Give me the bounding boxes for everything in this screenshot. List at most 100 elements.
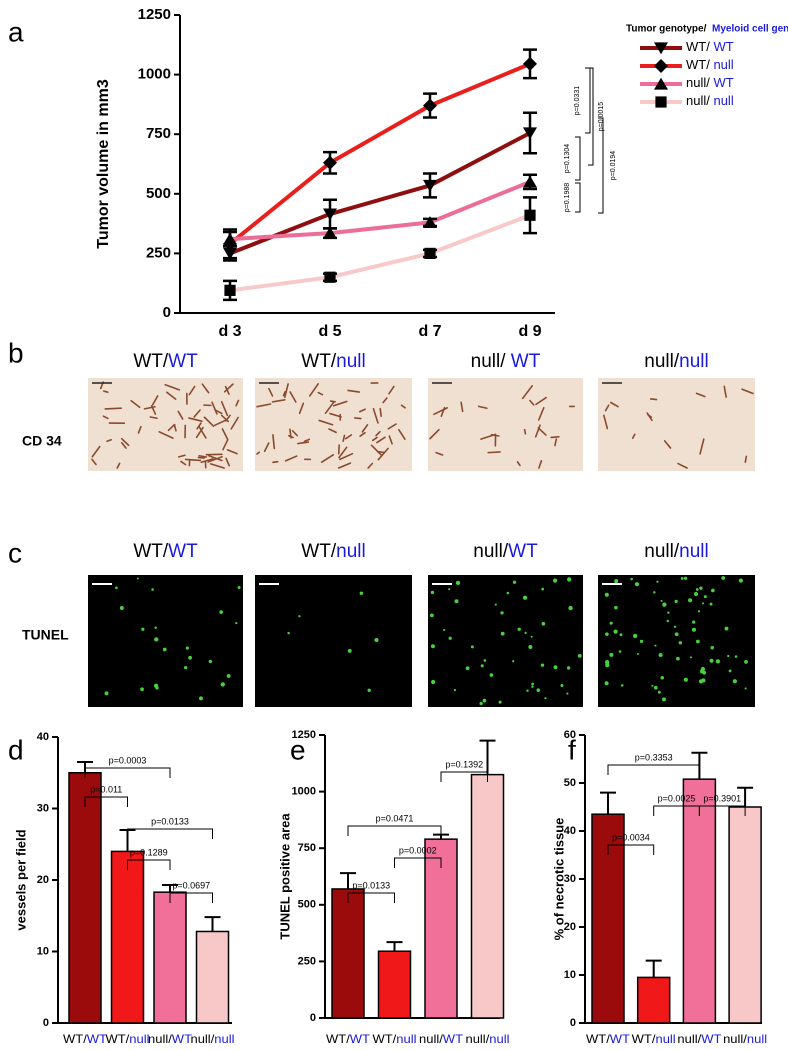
vessel xyxy=(377,447,389,461)
vessel xyxy=(198,454,208,458)
vessel xyxy=(317,391,324,396)
vessel xyxy=(324,401,335,415)
y-tick-label: 1000 xyxy=(138,66,171,83)
tunel-dot xyxy=(577,654,582,658)
tunel-dot xyxy=(683,576,688,580)
vessel xyxy=(477,405,488,410)
vessel xyxy=(222,439,229,451)
vessel xyxy=(195,426,204,439)
vessel xyxy=(440,406,446,417)
p-value: p=0.0194 xyxy=(610,151,617,180)
y-tick-label: 40 xyxy=(564,825,576,837)
y-tick-label: 50 xyxy=(564,777,576,789)
vessel xyxy=(744,455,748,464)
vessel xyxy=(173,423,177,432)
tunel-dot xyxy=(531,685,534,688)
vessel xyxy=(649,398,658,401)
tunel-dot xyxy=(656,580,659,583)
y-tick-label: 30 xyxy=(37,802,49,814)
y-tick-label: 750 xyxy=(298,842,316,854)
p-value: p=0.0034 xyxy=(612,832,650,842)
significance-bracket xyxy=(127,828,213,839)
tunel-dot xyxy=(566,666,571,670)
p-value: p=0.0331 xyxy=(574,86,581,115)
vessel xyxy=(158,431,174,439)
p-value: p=0.0015 xyxy=(598,102,605,131)
tunel-dot xyxy=(541,587,544,591)
bar xyxy=(470,773,505,1019)
vessel xyxy=(272,434,276,450)
tunel-image xyxy=(428,575,583,707)
vessel xyxy=(256,403,272,408)
legend-marker xyxy=(654,59,668,73)
panel-label: e xyxy=(290,734,306,765)
significance-bracket xyxy=(607,844,655,855)
tunel-dot xyxy=(619,633,623,637)
vessel xyxy=(338,446,348,459)
vessel xyxy=(487,451,501,454)
tunel-dot xyxy=(689,656,693,659)
tunel-dot xyxy=(654,644,657,647)
p-value: p=0.011 xyxy=(90,784,122,794)
tunel-dot xyxy=(512,580,517,584)
tunel-dot xyxy=(119,606,124,610)
significance-bracket xyxy=(84,767,171,778)
vessel xyxy=(550,436,560,439)
significance-bracket xyxy=(607,764,700,775)
vessel xyxy=(213,419,227,427)
tunel-dot xyxy=(199,696,203,701)
vessel xyxy=(603,414,609,430)
x-tick-label: d 7 xyxy=(418,323,441,340)
vessel xyxy=(376,450,386,454)
vessel xyxy=(211,401,218,415)
vessel xyxy=(388,435,393,445)
y-axis-label: Tumor volume in mm3 xyxy=(95,79,112,249)
tunel-dot xyxy=(185,646,189,650)
error-bar xyxy=(340,872,356,889)
legend-label: null/ WT xyxy=(686,75,734,90)
p-value: p=0.0003 xyxy=(109,755,147,765)
x-tick-label: null/WT xyxy=(677,1032,722,1046)
p-value: p=0.1988 xyxy=(564,183,571,212)
tunel-dot xyxy=(604,592,609,597)
micrograph-title: WT/WT xyxy=(133,351,198,372)
tunel-dot xyxy=(674,632,679,637)
tunel-dot xyxy=(448,636,452,640)
tunel-dot xyxy=(688,598,693,603)
tunel-dot xyxy=(470,645,474,649)
marker xyxy=(323,208,337,221)
tunel-dot xyxy=(141,627,145,631)
tunel-dot xyxy=(657,690,661,694)
vessel xyxy=(116,462,121,469)
y-tick-label: 0 xyxy=(570,1017,576,1029)
vessel xyxy=(347,389,361,393)
tunel-dot xyxy=(727,654,730,658)
tunel-dot xyxy=(531,682,534,686)
tunel-dot xyxy=(154,626,157,630)
marker xyxy=(223,232,237,245)
tunel-dot xyxy=(465,666,470,671)
tunel-dot xyxy=(673,625,677,628)
vessel xyxy=(516,461,521,467)
y-tick-label: 1000 xyxy=(292,786,316,798)
vessel xyxy=(359,431,366,437)
tunel-image xyxy=(255,575,412,707)
tunel-dot xyxy=(298,615,301,618)
tunel-dot xyxy=(683,677,688,682)
cd34-image xyxy=(255,378,412,471)
legend-marker xyxy=(654,77,668,90)
vessel xyxy=(193,409,201,418)
micrograph-title: null/null xyxy=(644,351,708,372)
tunel-dot xyxy=(614,580,618,584)
vessel xyxy=(102,415,109,420)
x-tick-label: WT/null xyxy=(106,1032,150,1046)
panel-label: d xyxy=(8,734,24,765)
marker xyxy=(523,175,537,188)
p-value: p=0.1392 xyxy=(445,759,483,769)
tunel-dot xyxy=(453,688,457,692)
tunel-dot xyxy=(605,632,609,636)
vessel xyxy=(358,408,366,413)
tunel-dot xyxy=(455,580,461,586)
tunel-dot xyxy=(430,644,435,649)
vessel xyxy=(361,424,369,433)
